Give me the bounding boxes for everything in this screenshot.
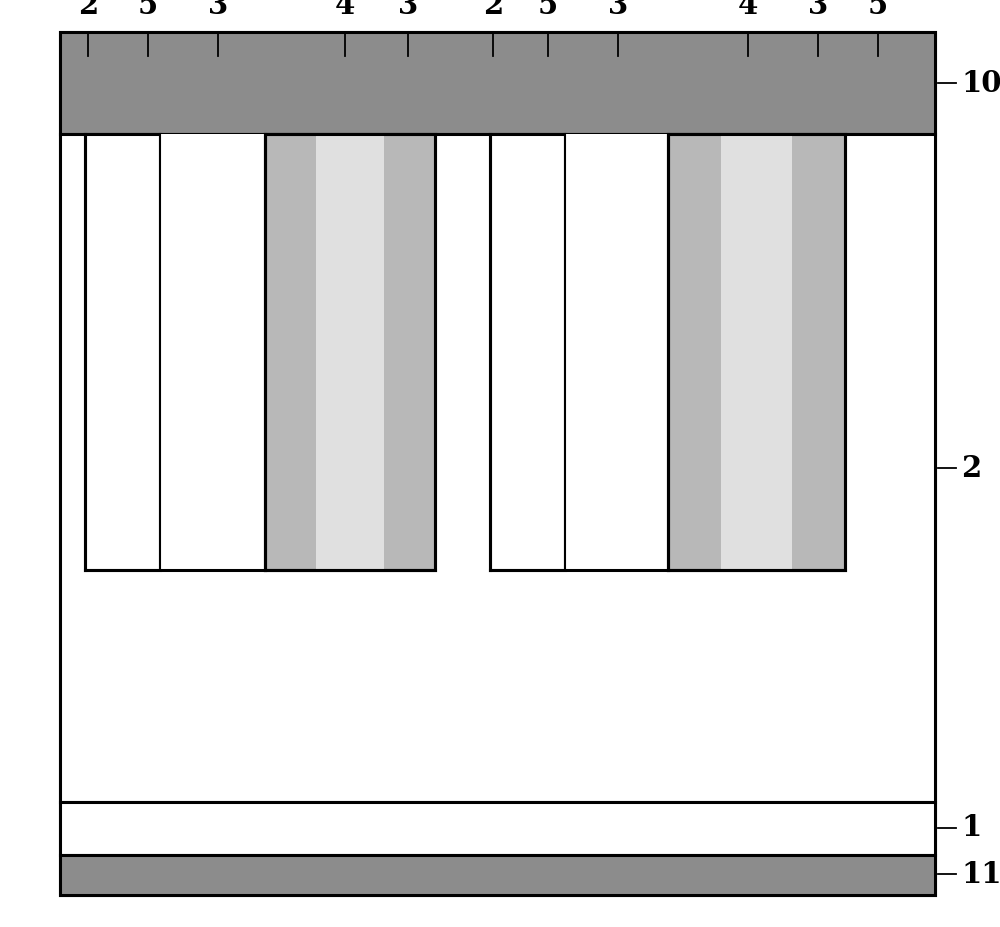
Bar <box>668 134 845 570</box>
Bar <box>85 134 435 570</box>
Bar <box>668 134 845 570</box>
Text: 5: 5 <box>138 0 158 20</box>
Bar <box>565 134 668 570</box>
Text: 5: 5 <box>868 0 888 20</box>
Text: 2: 2 <box>483 0 503 20</box>
Bar <box>490 134 565 570</box>
Bar <box>265 134 435 570</box>
Text: 4: 4 <box>738 0 758 20</box>
Text: 4: 4 <box>335 0 355 20</box>
Bar <box>60 134 935 802</box>
Text: 11: 11 <box>961 859 1000 889</box>
Bar <box>490 134 845 570</box>
Bar <box>160 134 265 570</box>
Text: 1: 1 <box>961 813 981 843</box>
Bar <box>721 134 792 570</box>
Text: 3: 3 <box>398 0 418 20</box>
Text: 3: 3 <box>808 0 828 20</box>
Text: 5: 5 <box>538 0 558 20</box>
Text: 2: 2 <box>961 453 981 483</box>
Text: 3: 3 <box>608 0 628 20</box>
Bar <box>60 855 935 895</box>
Bar <box>316 134 384 570</box>
Bar <box>265 134 435 570</box>
Bar <box>60 802 935 855</box>
Text: 3: 3 <box>208 0 228 20</box>
Text: 10: 10 <box>961 69 1000 98</box>
Text: 2: 2 <box>78 0 98 20</box>
Bar <box>85 134 160 570</box>
Bar <box>60 32 935 134</box>
Bar <box>60 32 935 895</box>
